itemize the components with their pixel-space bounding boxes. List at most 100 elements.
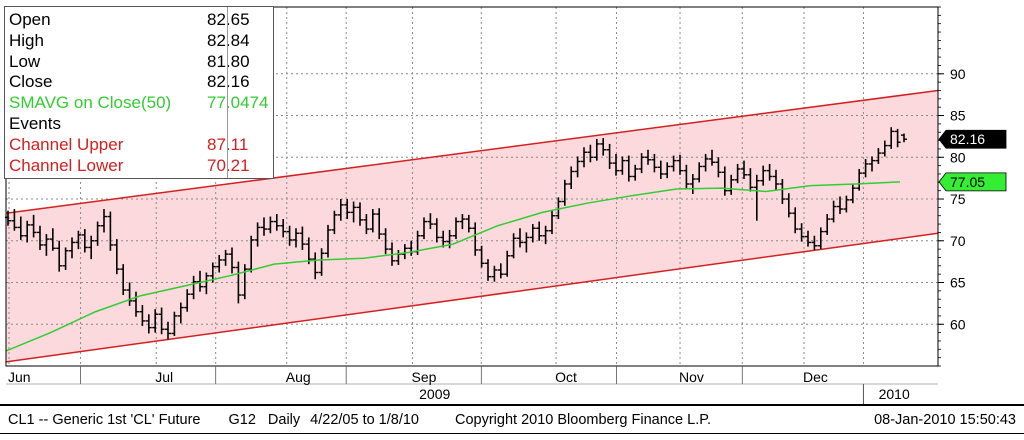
legend-value: 77.0474 <box>207 93 269 113</box>
ohlc-bar <box>683 164 690 190</box>
legend-label: Open <box>9 10 51 29</box>
ohlc-bar <box>869 156 875 172</box>
ohlc-bar <box>523 232 530 253</box>
y-tick-label: 75 <box>950 191 966 207</box>
ohlc-bar <box>363 214 370 235</box>
sma-value-tag: 77.05 <box>938 172 1007 192</box>
ohlc-bar <box>805 230 811 247</box>
ohlc-bar <box>715 157 722 178</box>
legend-label: Low <box>9 51 41 71</box>
ohlc-bar <box>197 270 203 292</box>
footer-frequency: Daily <box>267 411 301 428</box>
ohlc-bar <box>177 302 184 324</box>
ohlc-bar <box>350 201 357 223</box>
ohlc-bar <box>497 263 504 279</box>
legend-divider <box>227 7 228 179</box>
ohlc-bar <box>94 221 101 246</box>
legend-label: Channel Upper <box>9 134 124 154</box>
ohlc-bar <box>504 250 511 277</box>
ohlc-bar <box>702 153 709 172</box>
ohlc-bar <box>517 228 523 248</box>
ohlc-bar <box>587 144 594 163</box>
ohlc-bar <box>574 156 581 178</box>
ohlc-bar <box>337 199 344 221</box>
ohlc-bar <box>280 219 287 238</box>
x-month-label: Sep <box>412 369 437 385</box>
legend-row: Open 82.65 <box>9 10 269 31</box>
y-tick-label: 65 <box>950 275 966 291</box>
ohlc-bar <box>689 173 696 195</box>
ohlc-bar <box>696 162 703 183</box>
ohlc-bar <box>472 222 479 256</box>
ohlc-bar <box>30 214 37 238</box>
ohlc-bar <box>299 226 306 250</box>
legend-value: 82.65 <box>207 10 250 29</box>
ohlc-bar <box>113 239 120 275</box>
ohlc-bar <box>549 210 555 235</box>
ohlc-bar <box>369 209 376 233</box>
ohlc-bar <box>625 155 632 182</box>
ohlc-bar <box>261 217 267 236</box>
x-year-label: 2010 <box>879 386 910 402</box>
legend-label: High <box>9 30 44 50</box>
x-month-label: Nov <box>679 369 704 385</box>
ohlc-bar <box>75 230 82 250</box>
ohlc-bar <box>312 252 319 280</box>
ohlc-bar <box>293 228 299 248</box>
ohlc-bar <box>606 143 613 169</box>
ohlc-bar <box>901 133 907 143</box>
ohlc-bar <box>459 214 466 230</box>
chart-legend: Open 82.65 High 82.84 Low 81.80 Close 82.16 SMAV… <box>4 6 274 180</box>
ohlc-bar <box>779 178 786 205</box>
channel-lower-line <box>5 232 939 363</box>
ohlc-bar <box>555 197 562 220</box>
ohlc-bar <box>152 309 159 333</box>
ohlc-bar <box>875 148 882 164</box>
legend-row: Low 81.80 <box>9 52 269 73</box>
y-tick-label: 60 <box>950 316 966 332</box>
ohlc-bar <box>568 166 575 190</box>
legend-label: Close <box>9 72 53 92</box>
ohlc-bar <box>510 233 517 259</box>
channel-upper-line <box>5 89 939 214</box>
ohlc-bar <box>440 230 447 248</box>
ohlc-bar <box>753 174 760 221</box>
ohlc-bar <box>453 217 459 240</box>
ohlc-bar <box>709 149 715 166</box>
ohlc-bar <box>17 216 24 240</box>
ohlc-bar <box>561 179 568 206</box>
ohlc-bar <box>107 211 114 251</box>
x-month-label: Oct <box>555 369 577 385</box>
ohlc-bar <box>49 228 56 251</box>
ohlc-bar <box>465 214 472 233</box>
ohlc-bar <box>433 218 440 243</box>
chart-canvas: 60 65 70 75 80 85 90 82.16 77.05 Jun Jul Aug Sep Oct N… <box>5 6 1007 404</box>
ohlc-bar <box>881 140 888 157</box>
ohlc-bar <box>37 225 43 250</box>
ohlc-bar <box>593 138 600 161</box>
ohlc-bar <box>401 244 408 260</box>
ohlc-bar <box>536 221 543 241</box>
legend-row: Close 82.16 <box>9 72 269 93</box>
footer-ticker: CL1 -- Generic 1st 'CL' Future <box>8 411 201 428</box>
ohlc-bar <box>81 229 88 253</box>
legend-value <box>207 114 269 135</box>
legend-value: 82.84 <box>207 30 250 50</box>
ohlc-bar <box>139 305 146 326</box>
ohlc-bar <box>664 162 671 179</box>
ohlc-bar <box>798 223 805 242</box>
ohlc-bar <box>56 240 63 272</box>
footer-mode: G12 <box>228 411 256 428</box>
ohlc-bar <box>248 235 255 273</box>
y-tick-label: 80 <box>950 149 966 165</box>
legend-row: Channel Lower 70.21 <box>9 156 269 177</box>
ohlc-bar <box>843 195 850 213</box>
x-year-label: 2009 <box>419 386 450 402</box>
ohlc-bar <box>677 154 683 175</box>
ohlc-bar <box>824 214 831 235</box>
plot-border <box>5 6 939 367</box>
ohlc-bar <box>651 153 658 173</box>
y-tick-label: 85 <box>950 108 966 124</box>
ohlc-bar <box>657 160 664 179</box>
ohlc-bar <box>305 237 312 265</box>
